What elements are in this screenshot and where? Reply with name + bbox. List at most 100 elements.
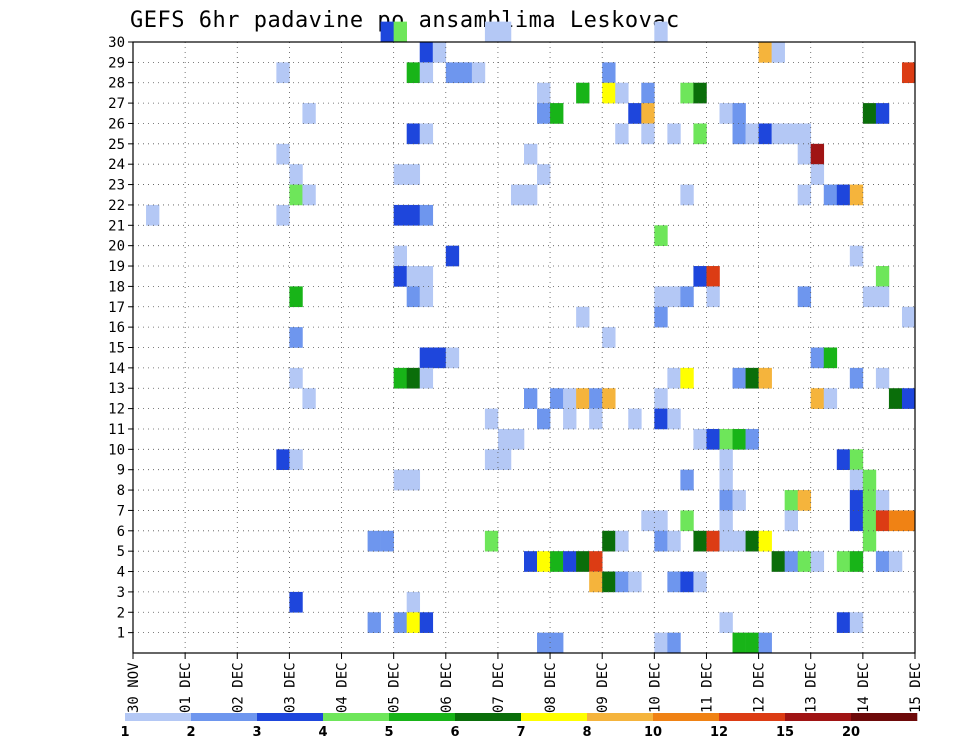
heatmap-cell [146, 204, 160, 226]
colorbar-label: 8 [582, 725, 591, 740]
heatmap-cell [524, 184, 538, 206]
x-tick-label: 05 DEC [387, 662, 403, 713]
heatmap-cell [719, 449, 733, 470]
heatmap-cell [367, 530, 381, 552]
heatmap-cell [419, 286, 434, 308]
heatmap-cell [706, 266, 720, 287]
x-tick-label: 14 DEC [856, 662, 872, 713]
y-tick-label: 11 [108, 422, 125, 438]
heatmap-cell [654, 530, 668, 552]
colorbar-segment [455, 713, 522, 721]
heatmap-cell [563, 408, 577, 430]
heatmap-cell [276, 62, 290, 84]
heatmap-cell [497, 428, 512, 450]
heatmap-cell [862, 469, 877, 491]
heatmap-cell [784, 490, 798, 511]
colorbar-segment [521, 713, 588, 721]
heatmap-cell [719, 428, 733, 450]
heatmap-cell [719, 510, 733, 532]
heatmap-cell [471, 62, 486, 84]
y-tick-label: 23 [108, 178, 125, 194]
heatmap-cell [875, 510, 890, 532]
heatmap-cell [667, 286, 681, 308]
heatmap-cell [393, 612, 407, 633]
heatmap-cell [680, 510, 694, 532]
y-tick-label: 7 [117, 503, 125, 519]
heatmap-cell [797, 490, 812, 511]
heatmap-cell [758, 42, 772, 63]
colorbar-label: 1 [120, 725, 129, 740]
heatmap-cell [484, 21, 499, 43]
heatmap-cell [628, 408, 642, 430]
heatmap-cell [510, 184, 525, 206]
y-tick-label: 4 [117, 565, 125, 581]
heatmap-cell [563, 388, 577, 409]
heatmap-cell [419, 42, 434, 63]
x-tick-label: 09 DEC [595, 662, 611, 713]
heatmap-cell [667, 530, 681, 552]
heatmap-cell [380, 530, 394, 552]
heatmap-cell [289, 591, 303, 613]
heatmap-cell [458, 62, 473, 84]
heatmap-cell [680, 571, 694, 593]
x-tick-label: 08 DEC [543, 662, 559, 713]
heatmap-cell [497, 449, 512, 470]
y-tick-label: 16 [108, 320, 125, 336]
y-tick-label: 9 [117, 463, 125, 479]
heatmap-cell [875, 490, 890, 511]
heatmap-cell [719, 612, 733, 633]
heatmap-cell [888, 388, 903, 409]
heatmap-cell [667, 367, 681, 389]
heatmap-cell [628, 571, 642, 593]
heatmap-cell [732, 103, 746, 124]
heatmap-cell [680, 469, 694, 491]
colorbar-segment [191, 713, 258, 721]
heatmap-cell [419, 123, 434, 145]
y-tick-label: 18 [108, 279, 125, 295]
heatmap-cell [654, 21, 668, 43]
colorbar-label: 3 [252, 725, 261, 740]
heatmap-cell [745, 428, 759, 450]
heatmap-cell [667, 408, 681, 430]
heatmap-cell [875, 286, 890, 308]
heatmap-cell [276, 204, 290, 226]
heatmap-cell [393, 367, 407, 389]
heatmap-cell [823, 347, 838, 369]
heatmap-cell [758, 530, 772, 552]
heatmap-cell [849, 510, 864, 532]
y-tick-label: 19 [108, 259, 125, 275]
heatmap-cell [758, 367, 772, 389]
heatmap-cell [784, 510, 798, 532]
colorbar-label: 5 [384, 725, 393, 740]
heatmap-cell [484, 530, 499, 552]
heatmap-cell [628, 103, 642, 124]
y-tick-label: 17 [108, 300, 125, 316]
heatmap-cell [706, 530, 720, 552]
heatmap-cell [693, 266, 707, 287]
heatmap-cell [289, 327, 303, 348]
colorbar-segment [125, 713, 192, 721]
heatmap-cell [901, 62, 916, 84]
y-tick-label: 21 [108, 218, 125, 234]
heatmap-cell [693, 571, 707, 593]
x-tick-label: 02 DEC [230, 662, 246, 713]
y-tick-label: 13 [108, 381, 125, 397]
heatmap-cell [706, 286, 720, 308]
heatmap-cell [406, 204, 421, 226]
x-tick-label: 12 DEC [752, 662, 768, 713]
heatmap-cell [380, 21, 394, 43]
y-tick-label: 1 [117, 626, 125, 642]
y-tick-label: 22 [108, 198, 125, 214]
heatmap-cell [732, 490, 746, 511]
heatmap-cell [289, 164, 303, 185]
heatmap-cell [849, 367, 864, 389]
heatmap-cell [797, 286, 812, 308]
heatmap-cell [419, 62, 434, 84]
heatmap-cell [537, 632, 551, 654]
heatmap-cell [654, 632, 668, 654]
colorbar-label: 12 [710, 725, 728, 740]
x-tick-label: 06 DEC [439, 662, 455, 713]
y-tick-label: 10 [108, 442, 125, 458]
heatmap-cell [602, 388, 616, 409]
